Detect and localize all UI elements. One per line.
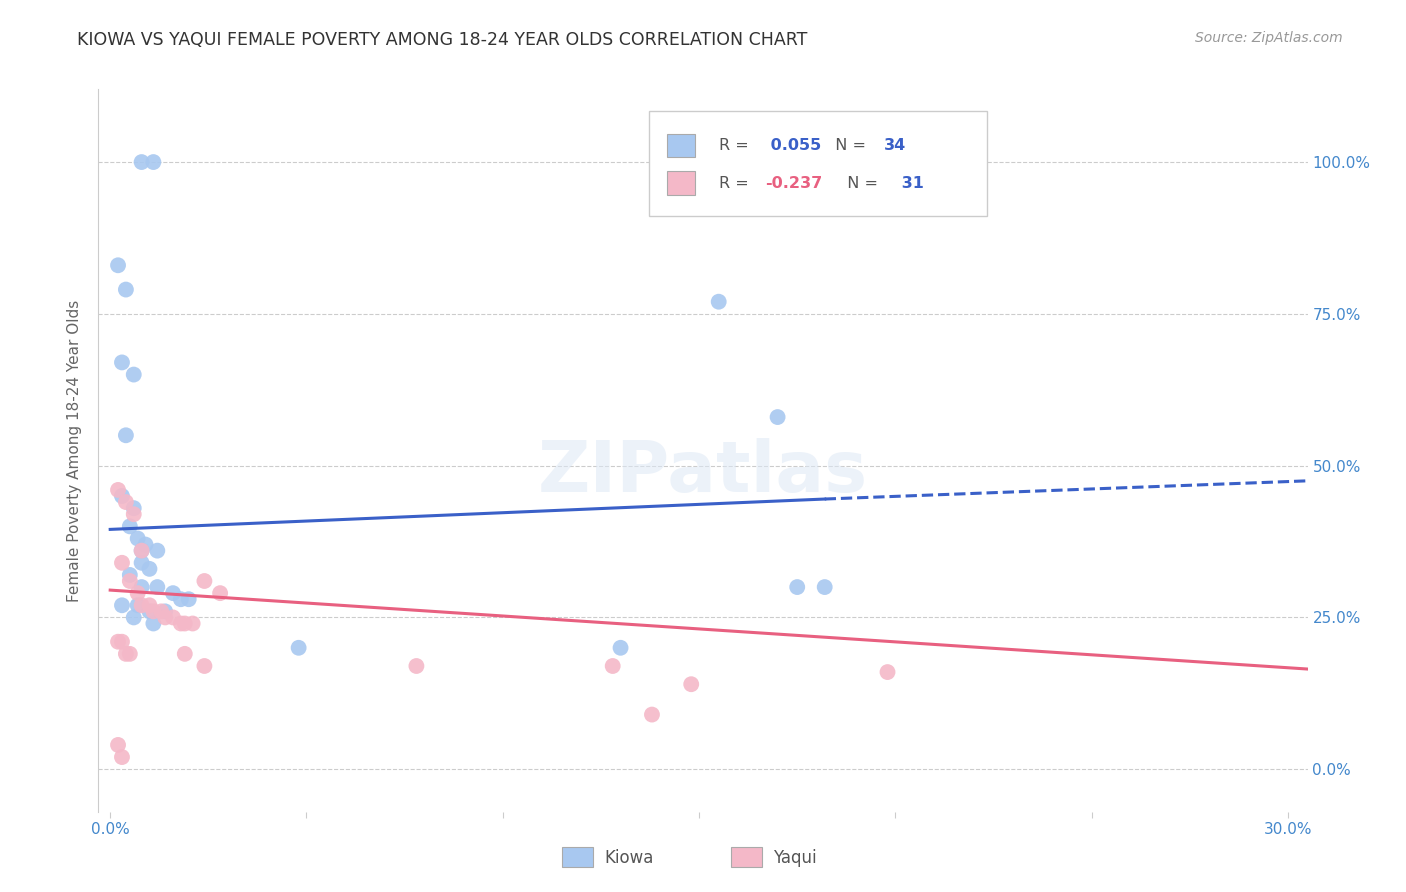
Point	[177, 592, 200, 607]
Point	[107, 483, 129, 497]
Point	[118, 519, 141, 533]
Point	[107, 634, 129, 648]
Point	[115, 283, 138, 297]
Point	[118, 568, 141, 582]
Point	[111, 750, 134, 764]
Point	[127, 532, 149, 546]
Point	[131, 556, 153, 570]
Point	[162, 610, 184, 624]
Point	[602, 659, 624, 673]
Point	[131, 580, 153, 594]
Point	[142, 604, 165, 618]
Point	[138, 604, 160, 618]
Point	[127, 586, 149, 600]
Text: -0.237: -0.237	[765, 176, 823, 191]
Point	[111, 599, 134, 613]
Point	[118, 574, 141, 588]
Point	[641, 707, 664, 722]
Point	[107, 738, 129, 752]
Text: Kiowa: Kiowa	[605, 849, 654, 867]
Point	[170, 616, 193, 631]
Text: 34: 34	[884, 138, 907, 153]
Point	[142, 616, 165, 631]
Point	[122, 501, 145, 516]
Bar	[666, 134, 695, 158]
Text: 31: 31	[897, 176, 924, 191]
Point	[150, 604, 173, 618]
Point	[122, 507, 145, 521]
Point	[876, 665, 898, 679]
Point	[173, 616, 195, 631]
Point	[142, 155, 165, 169]
Point	[138, 562, 160, 576]
Text: 0.055: 0.055	[765, 138, 821, 153]
Point	[111, 355, 134, 369]
Point	[138, 599, 160, 613]
Point	[170, 592, 193, 607]
Point	[127, 599, 149, 613]
Point	[681, 677, 703, 691]
Text: R =: R =	[718, 138, 754, 153]
Point	[122, 368, 145, 382]
Point	[118, 647, 141, 661]
Point	[405, 659, 427, 673]
Point	[115, 647, 138, 661]
Point	[193, 574, 215, 588]
Point	[131, 543, 153, 558]
Text: N =: N =	[825, 138, 872, 153]
Point	[153, 610, 176, 624]
Text: Yaqui: Yaqui	[773, 849, 817, 867]
Point	[122, 610, 145, 624]
Point	[193, 659, 215, 673]
Point	[111, 489, 134, 503]
Point	[609, 640, 631, 655]
Point	[111, 634, 134, 648]
Text: R =: R =	[718, 176, 754, 191]
Point	[209, 586, 232, 600]
Text: ZIPatlas: ZIPatlas	[538, 438, 868, 507]
Point	[115, 428, 138, 442]
Text: Source: ZipAtlas.com: Source: ZipAtlas.com	[1195, 31, 1343, 45]
Bar	[666, 171, 695, 195]
Point	[153, 604, 176, 618]
Point	[146, 580, 169, 594]
Point	[287, 640, 309, 655]
Point	[131, 599, 153, 613]
Point	[135, 538, 157, 552]
Point	[111, 556, 134, 570]
Point	[181, 616, 204, 631]
Point	[786, 580, 808, 594]
Point	[173, 647, 195, 661]
Point	[814, 580, 837, 594]
Point	[115, 495, 138, 509]
Text: KIOWA VS YAQUI FEMALE POVERTY AMONG 18-24 YEAR OLDS CORRELATION CHART: KIOWA VS YAQUI FEMALE POVERTY AMONG 18-2…	[77, 31, 807, 49]
Point	[162, 586, 184, 600]
Point	[146, 543, 169, 558]
Point	[766, 410, 789, 425]
Point	[107, 258, 129, 272]
Y-axis label: Female Poverty Among 18-24 Year Olds: Female Poverty Among 18-24 Year Olds	[67, 300, 83, 601]
Point	[707, 294, 730, 309]
Text: N =: N =	[837, 176, 883, 191]
FancyBboxPatch shape	[648, 111, 987, 216]
Point	[131, 543, 153, 558]
Point	[131, 155, 153, 169]
